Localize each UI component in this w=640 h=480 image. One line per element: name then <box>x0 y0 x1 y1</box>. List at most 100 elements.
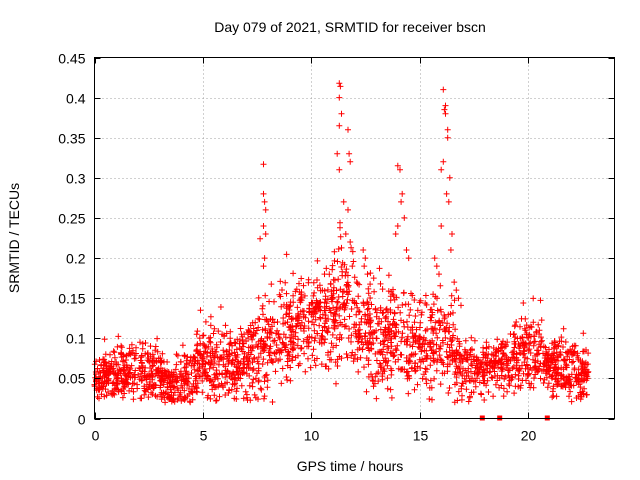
data-point <box>284 319 291 326</box>
data-point <box>238 367 245 374</box>
data-point <box>244 329 251 336</box>
data-point <box>560 325 567 332</box>
data-point <box>521 350 528 357</box>
data-point <box>260 311 266 318</box>
data-point <box>110 379 117 386</box>
data-point <box>226 341 233 348</box>
data-point <box>93 358 99 365</box>
data-point <box>142 388 149 395</box>
data-point <box>174 396 181 403</box>
data-point <box>283 251 290 258</box>
data-point <box>399 302 406 308</box>
data-point <box>547 358 554 365</box>
data-point <box>427 377 434 384</box>
data-point <box>112 371 118 378</box>
data-point <box>199 377 206 384</box>
data-point <box>156 369 162 376</box>
data-point <box>384 362 391 369</box>
data-point <box>443 348 450 355</box>
data-point <box>535 321 542 328</box>
data-point <box>354 356 361 363</box>
data-point <box>249 359 256 366</box>
data-point <box>500 385 507 392</box>
data-point <box>179 342 186 349</box>
data-point <box>221 332 227 339</box>
data-point <box>362 333 369 339</box>
data-point <box>494 377 501 384</box>
data-point <box>293 286 300 293</box>
data-point <box>111 354 118 361</box>
data-point <box>354 338 361 345</box>
data-point <box>106 368 113 375</box>
data-point <box>251 391 258 398</box>
data-point <box>153 358 160 365</box>
data-point <box>206 338 213 345</box>
data-point <box>399 366 406 373</box>
data-point <box>227 335 234 342</box>
data-point <box>213 370 220 377</box>
data-point <box>448 338 455 345</box>
data-point <box>219 370 225 377</box>
data-point <box>342 231 349 237</box>
data-point <box>452 359 459 365</box>
data-point <box>204 394 211 401</box>
data-point <box>292 329 299 336</box>
data-point <box>349 263 356 270</box>
data-point <box>118 342 125 349</box>
data-point <box>330 284 337 291</box>
data-point <box>300 325 307 332</box>
data-point <box>572 375 579 382</box>
data-point <box>329 266 336 273</box>
data-point <box>579 348 586 355</box>
data-point <box>208 378 215 385</box>
data-point <box>329 331 336 338</box>
data-point <box>492 358 499 365</box>
data-point <box>242 388 249 395</box>
data-point <box>162 399 169 406</box>
data-point <box>337 233 344 240</box>
data-point <box>423 376 429 383</box>
data-point <box>336 353 343 360</box>
data-point <box>557 352 564 359</box>
data-point <box>439 370 446 377</box>
data-point <box>302 368 309 375</box>
data-point <box>240 340 247 347</box>
data-point <box>215 383 222 390</box>
data-point <box>184 353 191 360</box>
data-point <box>281 344 288 350</box>
data-point <box>413 326 420 333</box>
data-point <box>141 387 148 394</box>
data-point <box>452 381 458 388</box>
data-point <box>267 326 274 332</box>
data-point <box>538 338 544 345</box>
data-point <box>265 349 272 356</box>
data-point <box>225 351 232 358</box>
data-point <box>207 395 214 402</box>
data-point <box>325 349 331 356</box>
data-point <box>490 393 497 400</box>
data-point <box>553 364 560 371</box>
data-point <box>372 305 379 312</box>
data-point <box>480 377 487 384</box>
data-point <box>349 248 356 255</box>
data-point <box>382 315 389 321</box>
data-point <box>193 331 200 338</box>
data-point <box>465 373 472 380</box>
data-point <box>327 281 334 288</box>
data-point <box>551 357 558 363</box>
data-point <box>118 387 125 394</box>
data-point <box>461 375 468 382</box>
data-point <box>284 352 291 359</box>
data-point <box>271 298 277 305</box>
data-point <box>355 368 362 375</box>
data-point <box>497 359 504 366</box>
data-point <box>473 364 480 371</box>
data-point <box>232 380 239 387</box>
data-point <box>412 313 419 319</box>
data-point <box>585 350 592 357</box>
data-point <box>519 334 526 341</box>
data-point <box>398 338 405 345</box>
data-point <box>488 374 495 381</box>
data-point <box>234 364 241 371</box>
data-point <box>390 286 396 293</box>
